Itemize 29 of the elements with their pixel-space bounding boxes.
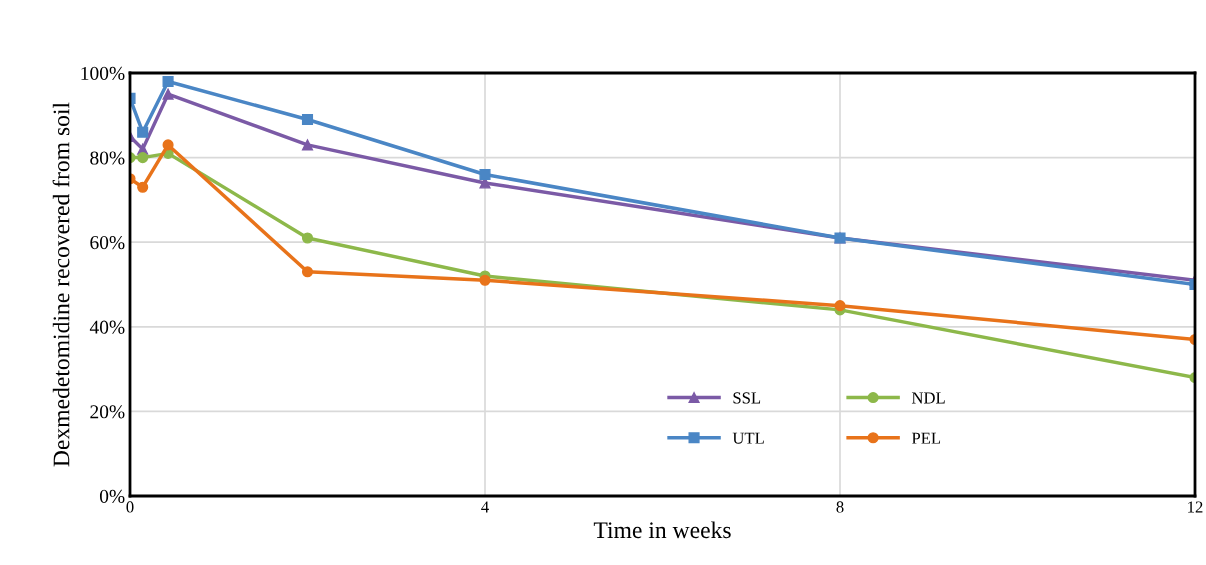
point	[137, 126, 149, 138]
legend-label: NDL	[911, 392, 945, 404]
y-tick-label: 0%	[99, 489, 125, 503]
point	[301, 232, 314, 244]
x-tick-label: 4	[481, 501, 489, 513]
x-tick-label: 8	[836, 501, 844, 513]
y-tick-label: 60%	[90, 236, 125, 250]
legend-label: UTL	[732, 432, 764, 444]
point	[162, 88, 174, 100]
x-tick-label: 12	[1188, 501, 1203, 513]
point	[137, 181, 149, 193]
y-tick-label: 80%	[90, 151, 125, 165]
point	[479, 274, 491, 286]
y-tick-label: 20%	[90, 405, 125, 419]
point	[834, 300, 846, 312]
point	[137, 152, 149, 164]
point	[301, 266, 314, 278]
point	[162, 139, 174, 151]
y-tick-label: 100%	[81, 66, 125, 80]
y-axis-title: Dexmedetomidine recovered from soil	[52, 102, 70, 467]
y-tick-label: 40%	[89, 320, 125, 334]
legend-label: PEL	[911, 432, 941, 444]
point	[301, 139, 314, 151]
point	[301, 113, 314, 126]
x-tick-label: 0	[126, 501, 134, 513]
x-axis-title: Time in weeks	[593, 521, 731, 539]
point	[479, 168, 491, 181]
legend-label: SSL	[733, 392, 761, 404]
point	[162, 75, 174, 88]
